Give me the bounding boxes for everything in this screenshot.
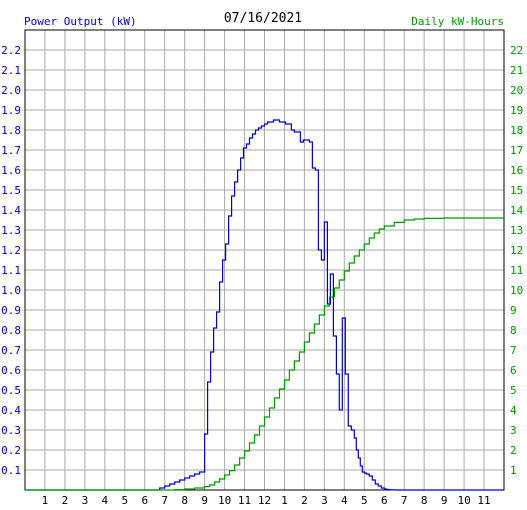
y-left-tick-label: 1.2 <box>1 244 21 257</box>
y-right-tick-label: 12 <box>510 244 523 257</box>
x-tick-label: 6 <box>141 494 148 507</box>
y-left-tick-label: 0.6 <box>1 364 21 377</box>
y-right-tick-label: 22 <box>510 44 523 57</box>
y-right-tick-label: 4 <box>510 404 517 417</box>
y-right-tick-label: 17 <box>510 144 523 157</box>
y-right-tick-label: 6 <box>510 364 517 377</box>
x-tick-label: 3 <box>321 494 328 507</box>
x-tick-label: 11 <box>238 494 251 507</box>
y-left-tick-label: 0.1 <box>1 464 21 477</box>
y-left-tick-label: 0.2 <box>1 444 21 457</box>
series-lines <box>25 119 504 491</box>
x-tick-label: 10 <box>218 494 231 507</box>
y-left-tick-label: 1.7 <box>1 144 21 157</box>
power-output-line <box>25 119 504 491</box>
y-left-tick-label: 0.7 <box>1 344 21 357</box>
x-tick-label: 7 <box>401 494 408 507</box>
y-right-tick-label: 15 <box>510 184 523 197</box>
y-right-tick-label: 7 <box>510 344 517 357</box>
y-left-tick-label: 1.4 <box>1 204 21 217</box>
x-tick-label: 2 <box>62 494 69 507</box>
y-right-tick-label: 2 <box>510 444 517 457</box>
y-left-tick-label: 0.5 <box>1 384 21 397</box>
x-tick-label: 6 <box>381 494 388 507</box>
left-axis-label: Power Output (kW) <box>24 15 137 28</box>
y-right-tick-label: 11 <box>510 264 523 277</box>
x-tick-label: 8 <box>181 494 188 507</box>
y-left-tick-label: 2.1 <box>1 64 21 77</box>
right-axis-label: Daily kW-Hours <box>411 15 504 28</box>
y-right-tick-label: 5 <box>510 384 517 397</box>
y-right-tick-label: 19 <box>510 104 523 117</box>
x-tick-label: 5 <box>121 494 128 507</box>
y-right-tick-label: 9 <box>510 304 517 317</box>
y-left-tick-label: 0.9 <box>1 304 21 317</box>
y-right-tick-label: 13 <box>510 224 523 237</box>
y-right-tick-label: 20 <box>510 84 523 97</box>
daily-kwh-line <box>25 217 504 491</box>
x-tick-label: 5 <box>361 494 368 507</box>
y-right-tick-label: 14 <box>510 204 524 217</box>
y-right-tick-label: 3 <box>510 424 517 437</box>
x-tick-label: 1 <box>281 494 288 507</box>
axis-ticks: 1 2 3 4 5 6 7 8 9 10 11 12 1 2 3 4 5 6 7 8 9 10 110.10.20.30.4… <box>1 44 523 507</box>
x-tick-label: 2 <box>301 494 308 507</box>
y-left-tick-label: 2.0 <box>1 84 21 97</box>
y-left-tick-label: 1.6 <box>1 164 21 177</box>
x-tick-label: 1 <box>42 494 49 507</box>
y-left-tick-label: 0.3 <box>1 424 21 437</box>
y-left-tick-label: 1.8 <box>1 124 21 137</box>
y-left-tick-label: 2.2 <box>1 44 21 57</box>
x-tick-label: 3 <box>82 494 89 507</box>
grid-lines <box>25 30 504 490</box>
x-tick-label: 9 <box>441 494 448 507</box>
x-tick-label: 10 <box>457 494 470 507</box>
y-right-tick-label: 8 <box>510 324 517 337</box>
y-left-tick-label: 1.5 <box>1 184 21 197</box>
y-right-tick-label: 10 <box>510 284 523 297</box>
y-left-tick-label: 0.8 <box>1 324 21 337</box>
plot-frame <box>24 29 505 491</box>
x-tick-label: 7 <box>161 494 168 507</box>
x-tick-label: 8 <box>421 494 428 507</box>
y-right-tick-label: 16 <box>510 164 523 177</box>
x-tick-label: 11 <box>477 494 490 507</box>
x-tick-label: 4 <box>341 494 348 507</box>
chart-title: 07/16/2021 <box>224 11 302 26</box>
x-tick-label: 9 <box>201 494 208 507</box>
y-right-tick-label: 18 <box>510 124 523 137</box>
y-left-tick-label: 1.9 <box>1 104 21 117</box>
y-right-tick-label: 21 <box>510 64 523 77</box>
x-tick-label: 12 <box>258 494 271 507</box>
y-left-tick-label: 1.3 <box>1 224 21 237</box>
x-tick-label: 4 <box>102 494 109 507</box>
y-left-tick-label: 0.4 <box>1 404 21 417</box>
y-left-tick-label: 1.0 <box>1 284 21 297</box>
y-right-tick-label: 1 <box>510 464 517 477</box>
y-left-tick-label: 1.1 <box>1 264 21 277</box>
